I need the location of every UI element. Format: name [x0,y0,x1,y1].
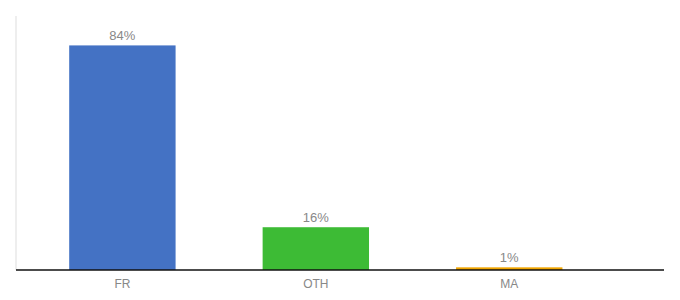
x-tick-label: OTH [303,277,328,291]
data-label: 84% [109,28,135,43]
bar [69,45,175,270]
bars [69,45,562,270]
chart-container: 84% FR 16% OTH 1% MA [0,0,680,300]
x-tick-label: MA [500,277,518,291]
chart-svg: 84% FR 16% OTH 1% MA [0,0,680,300]
data-label: 16% [303,210,329,225]
y-axis-line [16,16,17,270]
x-axis-line [16,269,664,271]
x-tick-label: FR [114,277,130,291]
bar [263,227,369,270]
labels: 84% FR 16% OTH 1% MA [109,28,519,291]
data-label: 1% [500,250,519,265]
